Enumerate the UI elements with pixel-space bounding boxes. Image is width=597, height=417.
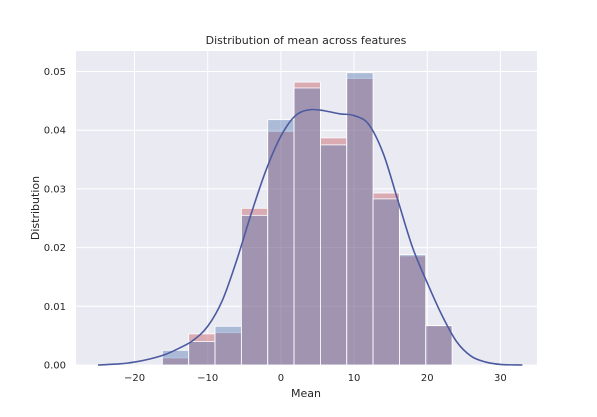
histogram-bar-series-2	[399, 254, 427, 366]
histogram-bar-series-1	[320, 137, 348, 366]
histogram-bar-series-1	[399, 255, 427, 366]
histogram-bar-series-2	[346, 72, 374, 366]
y-tick-label: 0.05	[44, 67, 66, 78]
x-tick-label: 0	[278, 373, 284, 384]
histogram-bars	[161, 72, 453, 366]
grid-lines	[76, 51, 537, 366]
histogram-bar-series-1	[293, 81, 321, 366]
histogram-bar-series-2	[214, 325, 242, 366]
x-tick-label: 30	[494, 373, 507, 384]
y-axis-title: Distribution	[29, 176, 42, 240]
x-tick-label: −10	[197, 373, 218, 384]
histogram-bar-series-2	[267, 119, 295, 366]
histogram-bar-series-2	[188, 341, 216, 366]
kde-curve	[97, 108, 523, 366]
x-axis-title: Mean	[291, 387, 321, 400]
x-tick-label: 20	[421, 373, 434, 384]
histogram-bar-series-2	[320, 144, 348, 366]
x-tick-label: 10	[348, 373, 361, 384]
y-axis-ticks: 0.00 0.01 0.02 0.03 0.04 0.05	[44, 67, 66, 371]
y-tick-label: 0.00	[44, 361, 66, 372]
histogram-bar-series-2	[293, 87, 321, 366]
plot-background	[76, 51, 537, 365]
y-tick-label: 0.02	[44, 243, 66, 254]
histogram-bar-series-2	[372, 198, 400, 366]
histogram-bar-series-2	[425, 325, 453, 366]
histogram-bar-series-2	[240, 214, 269, 366]
histogram-bar-series-2	[161, 349, 190, 366]
y-tick-label: 0.03	[44, 184, 66, 195]
chart-title: Distribution of mean across features	[206, 34, 407, 47]
x-tick-label: −20	[124, 373, 145, 384]
histogram-bar-series-1	[267, 131, 295, 366]
y-tick-label: 0.04	[44, 126, 66, 137]
y-tick-label: 0.01	[44, 302, 66, 313]
x-axis-ticks: −20 −10 0 10 20 30	[124, 373, 507, 384]
